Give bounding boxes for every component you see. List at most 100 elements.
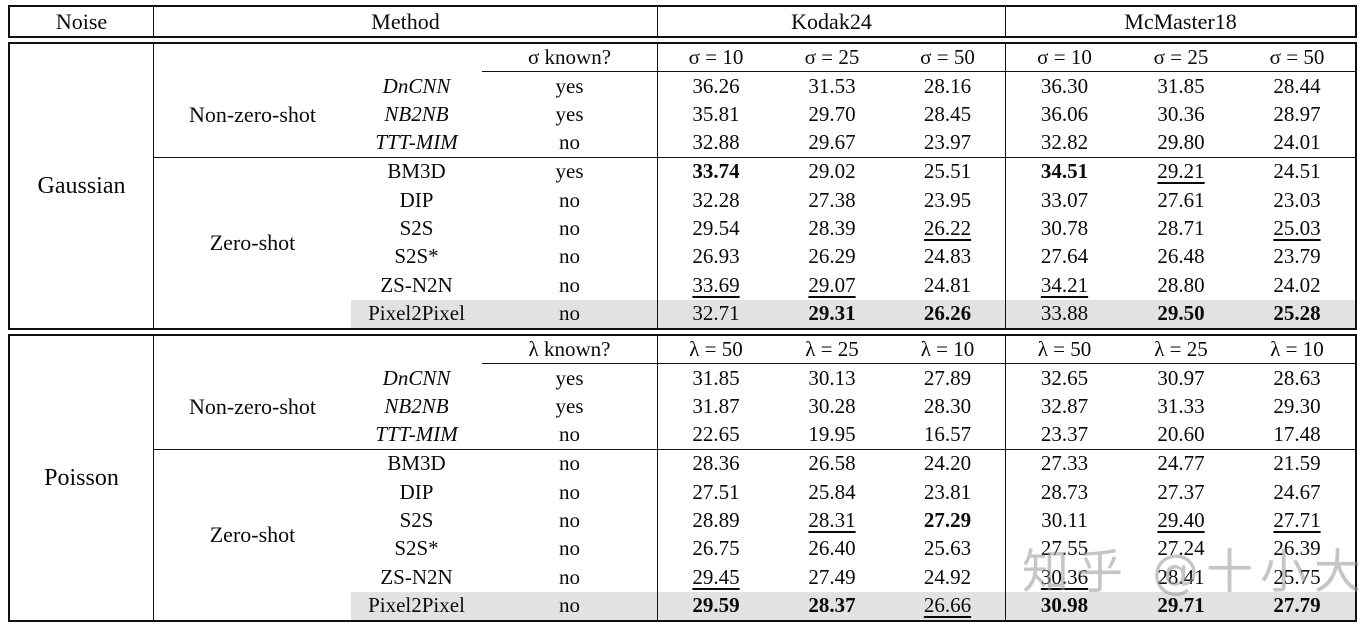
- psnr-value-cell: 30.98: [1006, 591, 1123, 620]
- psnr-value-cell: 29.07: [808, 272, 856, 297]
- method-name-cell: ZS-N2N: [380, 272, 453, 297]
- psnr-value-cell: 32.65: [1040, 366, 1089, 391]
- psnr-value-cell: 29.54: [692, 216, 740, 241]
- psnr-value-cell: 30.97: [1157, 366, 1205, 391]
- psnr-value-cell: 30.78: [1040, 216, 1089, 241]
- psnr-value-cell: 24.67: [1273, 479, 1321, 504]
- psnr-value-cell: 29.80: [1157, 130, 1205, 155]
- table-title-row: Noise Method Kodak24 McMaster18: [8, 5, 1357, 38]
- psnr-value-cell: 25.51: [890, 157, 1006, 186]
- psnr-value-cell: 32.82: [1040, 130, 1089, 155]
- poisson-rows: λ known? λ = 50 λ = 25 λ = 10 λ = 50 λ = 25 λ …: [154, 336, 1355, 620]
- noise-level-header: λ = 50: [658, 336, 774, 365]
- psnr-value-cell: 27.89: [890, 364, 1006, 393]
- known-cell: no: [482, 242, 658, 272]
- method-row: NB2NB yes 35.81 29.70 28.45 36.06 30.36 28.97: [154, 100, 1355, 130]
- group-label-zero-shot: Zero-shot: [209, 229, 296, 255]
- psnr-value-cell: 32.88: [692, 130, 740, 155]
- psnr-value-cell: 29.30: [1273, 394, 1321, 419]
- known-cell: no: [482, 185, 658, 215]
- noise-type-cell: Gaussian: [10, 44, 154, 328]
- method-row: BM3D no 28.36 26.58 24.20 27.33 24.77 21.59: [154, 449, 1355, 478]
- poisson-noise-block: Poisson λ known? λ = 50 λ = 25 λ = 10 λ = 50…: [8, 334, 1357, 622]
- known-column-header: λ known?: [482, 336, 658, 365]
- psnr-value-cell: 20.60: [1157, 422, 1205, 447]
- gaussian-noise-block: Gaussian σ known? σ = 10 σ = 25 σ = 50 σ = 1…: [8, 42, 1357, 330]
- known-cell: no: [482, 477, 658, 507]
- psnr-value-cell: 29.71: [1123, 591, 1239, 620]
- psnr-value-cell: 33.74: [692, 159, 740, 184]
- psnr-value-cell: 28.36: [692, 451, 740, 476]
- method-row: DnCNN yes 36.26 31.53 28.16 36.30 31.85 28.44: [154, 72, 1355, 101]
- noise-level-header: σ = 50: [1239, 44, 1355, 73]
- psnr-value-cell: 28.37: [774, 591, 890, 620]
- psnr-value-cell: 25.03: [1273, 216, 1321, 241]
- method-name-cell: NB2NB: [384, 102, 449, 127]
- psnr-value-cell: 25.75: [1273, 564, 1321, 589]
- method-name-cell: S2S*: [394, 244, 439, 269]
- psnr-value-cell: 26.48: [1157, 244, 1205, 269]
- known-cell: no: [482, 591, 658, 620]
- noise-type-label: Gaussian: [37, 172, 126, 199]
- noise-level-header: σ = 25: [774, 44, 890, 73]
- method-name-cell: S2S*: [394, 536, 439, 561]
- method-name-cell: DIP: [399, 479, 434, 504]
- psnr-value-cell: 26.26: [890, 299, 1006, 328]
- psnr-value-cell: 29.50: [1123, 299, 1239, 328]
- psnr-value-cell: 29.31: [774, 299, 890, 328]
- method-row: DIP no 27.51 25.84 23.81 28.73 27.37 24.67: [154, 477, 1355, 507]
- noise-level-header: λ = 10: [890, 336, 1006, 365]
- psnr-value-cell: 23.97: [890, 129, 1006, 157]
- empty-cell: [351, 44, 482, 72]
- psnr-value-cell: 32.28: [692, 187, 740, 212]
- noise-type-cell: Poisson: [10, 336, 154, 620]
- psnr-value-cell: 30.11: [1041, 508, 1088, 533]
- psnr-value-cell: 32.71: [658, 299, 774, 328]
- known-cell: yes: [482, 72, 658, 101]
- psnr-value-cell: 25.63: [890, 534, 1006, 564]
- psnr-value-cell: 28.41: [1157, 564, 1205, 589]
- psnr-value-cell: 27.29: [890, 506, 1006, 535]
- psnr-value-cell: 16.57: [890, 421, 1006, 449]
- method-row: ZS-N2N no 29.45 27.49 24.92 30.36 28.41 25.75: [154, 563, 1355, 592]
- noise-column-header: Noise: [10, 7, 154, 36]
- method-row: S2S no 29.54 28.39 26.22 30.78 28.71 25.03: [154, 214, 1355, 243]
- psnr-value-cell: 28.31: [808, 508, 856, 533]
- psnr-value-cell: 31.85: [1157, 74, 1205, 99]
- psnr-value-cell: 24.77: [1157, 451, 1205, 476]
- psnr-value-cell: 27.79: [1239, 591, 1355, 620]
- known-column-header: σ known?: [482, 44, 658, 73]
- noise-level-header: σ = 50: [890, 44, 1006, 73]
- psnr-value-cell: 24.01: [1273, 130, 1321, 155]
- psnr-value-cell: 22.65: [692, 422, 740, 447]
- psnr-value-cell: 25.28: [1239, 299, 1355, 328]
- empty-cell: [351, 336, 482, 364]
- psnr-value-cell: 34.51: [1040, 159, 1089, 184]
- known-cell: no: [482, 271, 658, 300]
- method-name-cell: DnCNN: [382, 74, 451, 99]
- psnr-value-cell: 24.92: [890, 563, 1006, 592]
- known-cell: yes: [482, 392, 658, 422]
- psnr-value-cell: 29.21: [1157, 159, 1205, 184]
- noise-level-header: σ = 25: [1123, 44, 1239, 73]
- psnr-value-cell: 33.69: [692, 272, 740, 297]
- noise-level-header: λ = 10: [1239, 336, 1355, 365]
- method-name-cell: NB2NB: [384, 394, 449, 419]
- psnr-value-cell: 28.45: [890, 100, 1006, 130]
- psnr-value-cell: 24.81: [890, 271, 1006, 300]
- known-cell: yes: [482, 157, 658, 186]
- gaussian-rows: σ known? σ = 10 σ = 25 σ = 50 σ = 10 σ = 25 σ …: [154, 44, 1355, 328]
- psnr-value-cell: 24.83: [890, 242, 1006, 272]
- psnr-value-cell: 27.61: [1157, 187, 1205, 212]
- noise-level-header: λ = 25: [774, 336, 890, 365]
- psnr-value-cell: 29.70: [808, 102, 856, 127]
- psnr-value-cell: 27.37: [1157, 479, 1205, 504]
- method-row: S2S* no 26.93 26.29 24.83 27.64 26.48 23.79: [154, 242, 1355, 272]
- noise-level-header: σ = 10: [658, 44, 774, 73]
- psnr-value-cell: 29.40: [1157, 508, 1205, 533]
- known-cell: yes: [482, 364, 658, 393]
- psnr-value-cell: 28.30: [890, 392, 1006, 422]
- known-cell: yes: [482, 100, 658, 130]
- psnr-value-cell: 23.37: [1040, 422, 1089, 447]
- psnr-value-cell: 28.89: [692, 508, 740, 533]
